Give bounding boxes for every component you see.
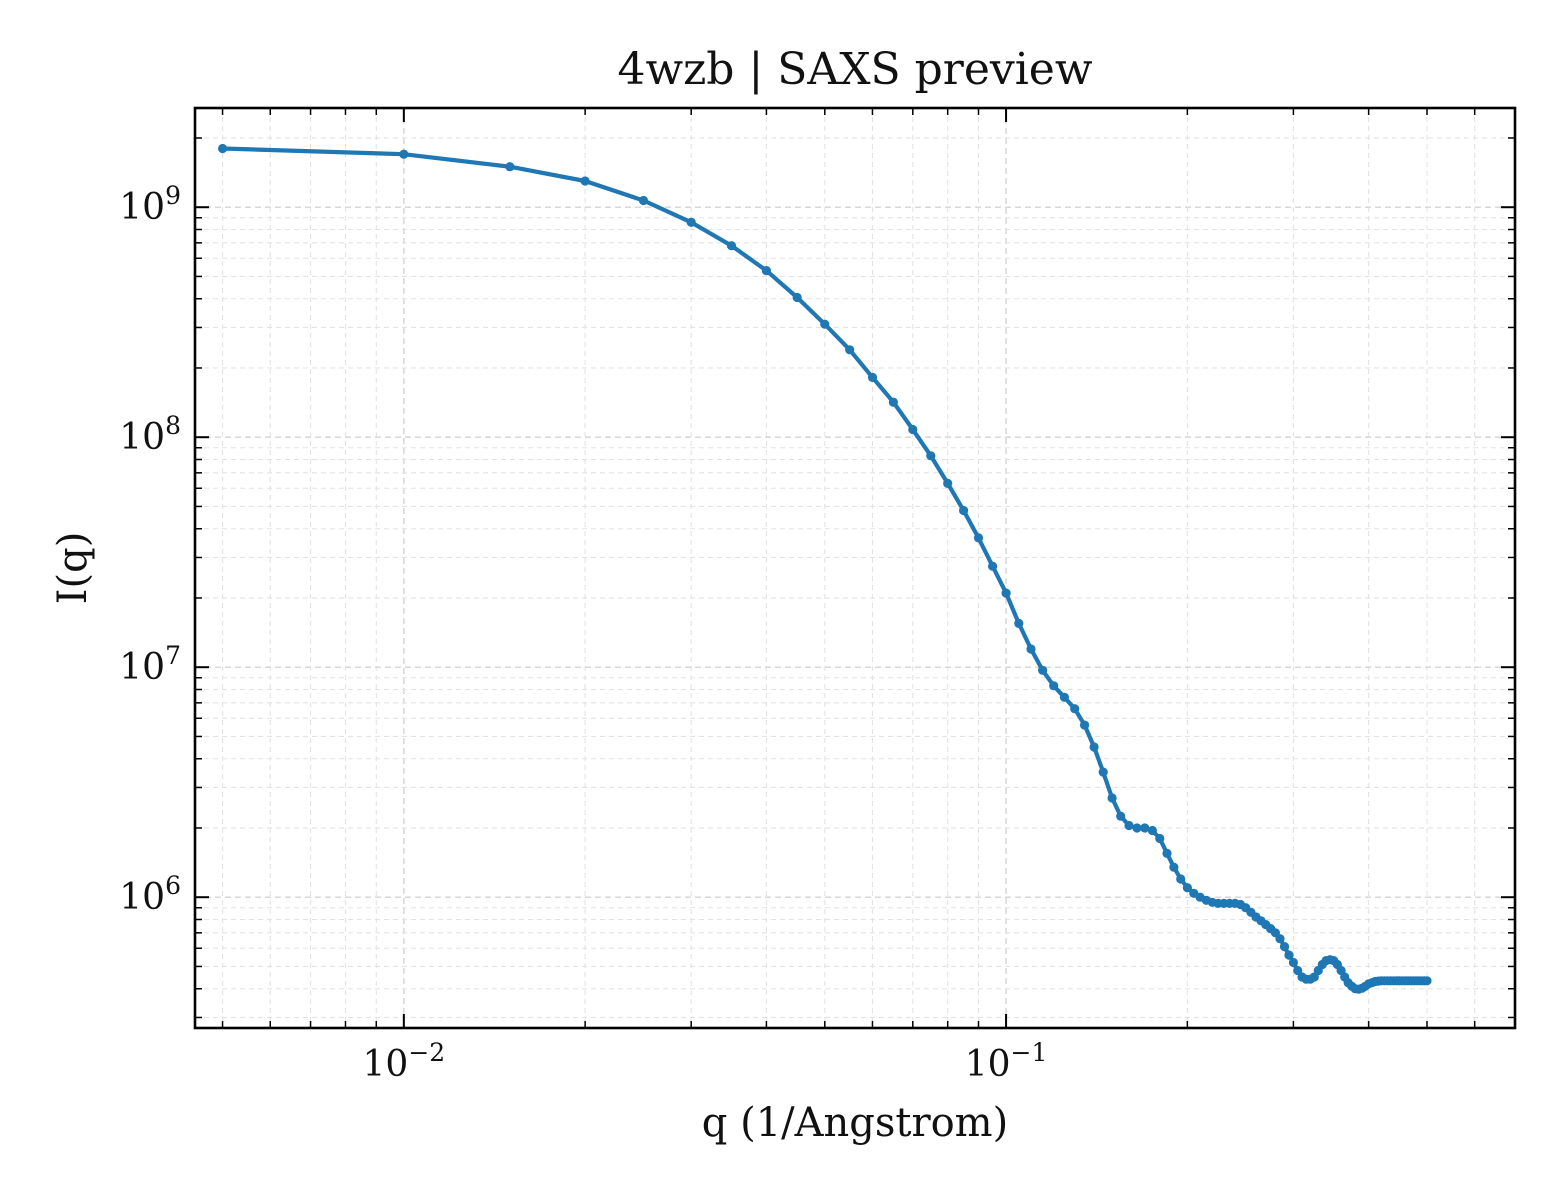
data-point xyxy=(638,195,649,206)
data-point xyxy=(1107,793,1117,803)
data-point xyxy=(1169,862,1179,872)
data-point xyxy=(1279,942,1290,952)
data-point xyxy=(1284,950,1294,960)
data-point xyxy=(1038,665,1048,675)
data-point xyxy=(726,241,737,251)
data-point xyxy=(218,143,228,154)
data-point xyxy=(908,424,918,435)
data-point xyxy=(845,345,855,355)
tick-labels: 10−2 10−1 106 107 108 109 xyxy=(119,181,1047,1085)
data-point xyxy=(792,292,802,303)
data-point xyxy=(761,266,772,276)
data-point xyxy=(580,176,590,186)
data-point xyxy=(1147,825,1157,836)
data-point xyxy=(1049,681,1059,691)
data-point xyxy=(959,505,969,516)
y-axis-label: I(q) xyxy=(50,532,96,605)
data-point xyxy=(1001,588,1011,598)
data-point xyxy=(1182,883,1192,893)
ticks xyxy=(195,108,1515,1028)
data-point xyxy=(399,149,409,159)
data-point xyxy=(926,451,936,461)
data-point xyxy=(1070,704,1080,714)
y-tick-label: 107 xyxy=(119,641,181,688)
data-point xyxy=(1176,874,1186,884)
x-tick-label: 10−1 xyxy=(965,1038,1048,1085)
data-point xyxy=(1162,848,1172,859)
data-point xyxy=(1124,820,1134,831)
data-point xyxy=(1026,644,1036,654)
data-point xyxy=(888,397,899,407)
grid xyxy=(195,108,1515,1028)
data-point xyxy=(1059,692,1069,702)
data-point xyxy=(1140,823,1150,833)
x-axis-label: q (1/Angstrom) xyxy=(702,1100,1008,1146)
series-marks xyxy=(218,143,1432,994)
data-point xyxy=(1098,767,1108,777)
data-point xyxy=(1293,965,1303,976)
data-point xyxy=(973,533,984,543)
data-point xyxy=(1275,934,1285,944)
data-point xyxy=(1155,833,1165,844)
data-point xyxy=(505,162,515,172)
data-point xyxy=(1089,742,1099,752)
chart-title: 4wzb | SAXS preview xyxy=(617,44,1092,95)
y-tick-label: 109 xyxy=(119,181,181,228)
data-point xyxy=(1422,976,1432,986)
data-point xyxy=(1116,811,1126,821)
x-tick-label: 10−2 xyxy=(363,1038,446,1085)
data-point xyxy=(943,478,953,488)
data-point xyxy=(1080,720,1090,730)
data-point xyxy=(1014,618,1024,629)
data-point xyxy=(988,561,998,571)
plot-frame xyxy=(193,106,1517,1030)
y-tick-label: 106 xyxy=(119,871,181,918)
data-point xyxy=(820,319,830,329)
data-point xyxy=(1288,957,1298,968)
data-point xyxy=(1132,823,1142,833)
y-tick-label: 108 xyxy=(119,411,181,458)
data-point xyxy=(686,217,696,227)
data-point xyxy=(867,372,878,382)
